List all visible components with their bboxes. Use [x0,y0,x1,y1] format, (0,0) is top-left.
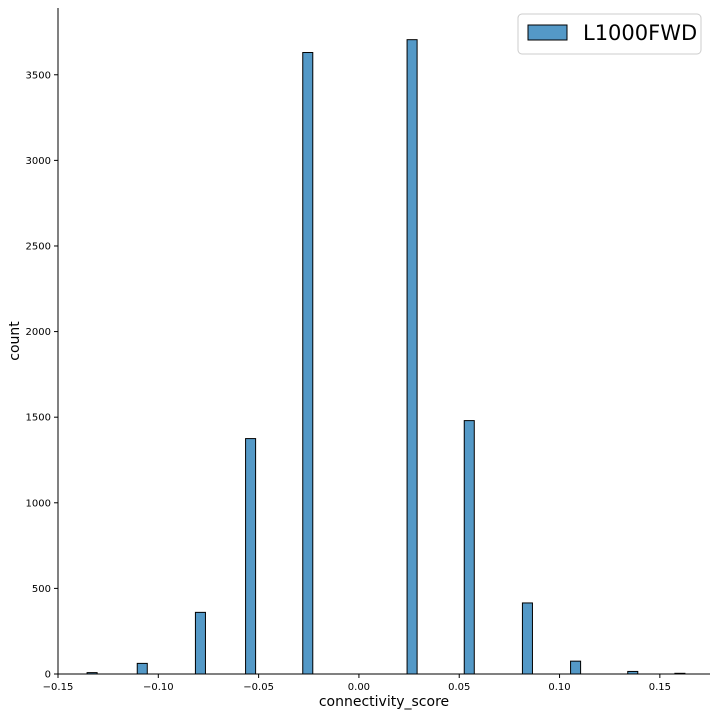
x-tick-label-4: 0.05 [448,682,470,693]
legend-swatch [527,24,568,41]
legend: L1000FWD [517,13,702,55]
histogram-bar-6 [463,420,475,675]
y-tick-label-3: 1500 [26,413,51,424]
y-tick-label-2: 1000 [26,498,51,509]
histogram-bar-7 [521,602,533,675]
y-tick-label-5: 2500 [26,241,51,252]
x-tick-label-2: −0.05 [243,682,274,693]
x-tick-label-5: 0.10 [548,682,570,693]
x-ticks-group: −0.15 −0.10 −0.05 0.00 0.05 0.10 0.15 [43,674,671,693]
y-axis-title: count [7,321,23,361]
y-tick-label-1: 500 [32,584,51,595]
y-tick-label-4: 2000 [26,327,51,338]
legend-frame [517,13,702,55]
legend-label: L1000FWD [583,21,697,45]
x-tick-label-0: −0.15 [43,682,74,693]
x-axis-title: connectivity_score [319,694,449,710]
y-tick-label-7: 3500 [26,70,51,81]
y-ticks-group: 0 500 1000 1500 2000 2500 3000 3500 [26,70,58,681]
x-tick-label-1: −0.10 [143,682,174,693]
bars-group [86,39,686,675]
x-tick-label-3: 0.00 [348,682,370,693]
histogram-bar-1 [136,662,148,675]
histogram-bar-8 [570,660,582,675]
histogram-bar-2 [194,611,206,675]
x-tick-label-6: 0.15 [649,682,671,693]
histogram-bar-4 [302,52,314,675]
y-tick-label-6: 3000 [26,156,51,167]
histogram-bar-5 [406,39,418,675]
y-tick-label-0: 0 [45,670,51,681]
histogram-bar-3 [245,438,257,675]
